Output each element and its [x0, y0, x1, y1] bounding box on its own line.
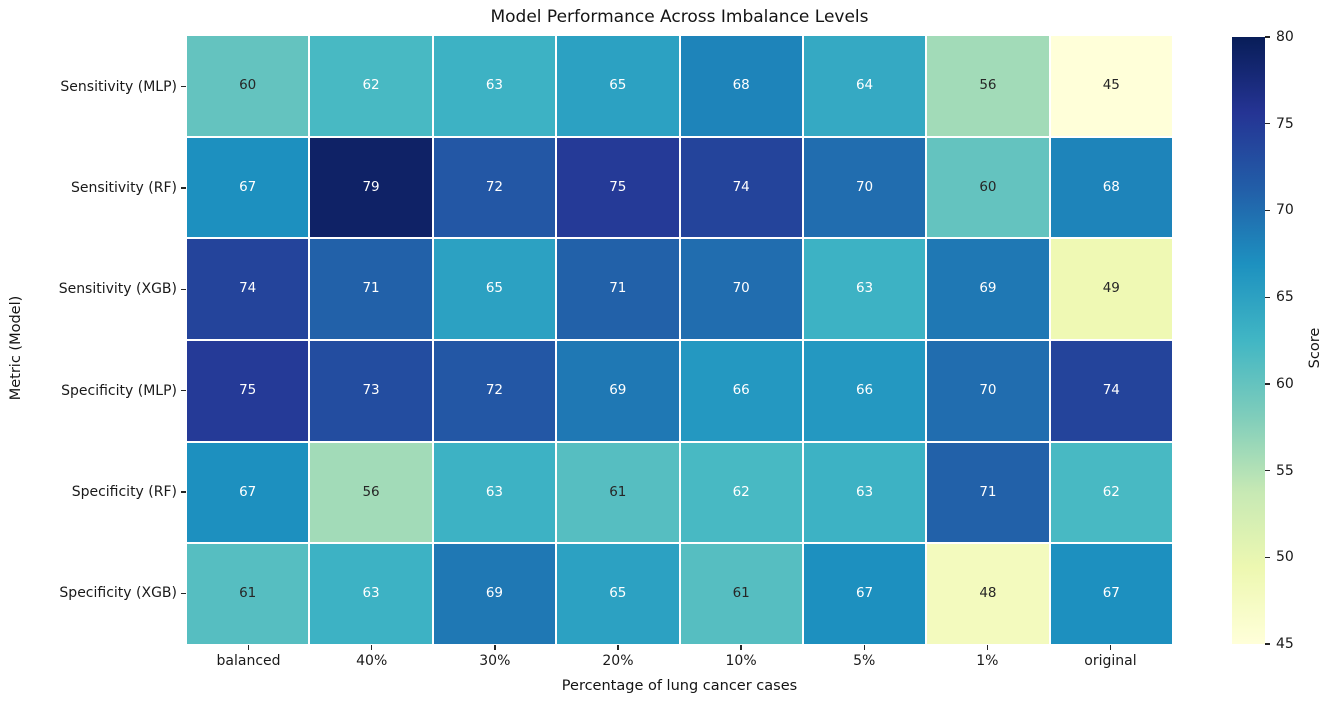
heatmap-cell: 72 [433, 340, 556, 441]
heatmap-cell: 49 [1050, 239, 1172, 339]
colorbar-tick-mark [1265, 643, 1270, 645]
heatmap-cell: 60 [187, 36, 309, 136]
colorbar-tick-mark [1265, 36, 1270, 38]
y-tick-mark [181, 187, 186, 189]
colorbar-tick-mark [1265, 556, 1270, 558]
colorbar-tick-label: 55 [1276, 462, 1294, 479]
heatmap-cell: 56 [310, 442, 432, 543]
heatmap-cell: 63 [803, 442, 926, 543]
heatmap-cell: 67 [187, 442, 309, 543]
y-tick-mark [181, 390, 186, 392]
heatmap-cell: 63 [433, 442, 556, 543]
col-label: 5% [853, 653, 876, 669]
heatmap-cell: 71 [310, 239, 432, 339]
heatmap-cell: 62 [310, 36, 432, 136]
y-tick-mark [181, 491, 186, 493]
x-tick-mark [863, 645, 865, 650]
col-label: 40% [356, 653, 388, 669]
heatmap-cell: 74 [680, 137, 802, 238]
heatmap-cell: 71 [557, 239, 679, 339]
heatmap-cell: 67 [803, 544, 926, 644]
heatmap-cell: 63 [803, 239, 926, 339]
heatmap-cell: 65 [433, 239, 556, 339]
colorbar-tick-label: 70 [1276, 202, 1294, 219]
x-axis-label: Percentage of lung cancer cases [561, 678, 798, 694]
heatmap-cell: 74 [187, 239, 309, 339]
heatmap-cell: 65 [557, 544, 679, 644]
colorbar-tick-mark [1265, 469, 1270, 472]
heatmap-cell: 63 [433, 36, 556, 136]
col-label: 10% [725, 653, 757, 669]
x-tick-mark [247, 645, 250, 650]
x-tick-mark [617, 645, 619, 650]
row-label: Specificity (MLP) [61, 382, 177, 399]
heatmap-cell: 62 [680, 442, 802, 543]
heatmap-cell: 75 [187, 340, 309, 441]
heatmap-cell: 67 [187, 137, 309, 238]
col-label: 1% [976, 653, 999, 669]
x-tick-mark [740, 645, 742, 650]
row-label: Sensitivity (XGB) [58, 281, 177, 298]
row-label: Specificity (RF) [71, 484, 177, 500]
heatmap-cell: 68 [1050, 137, 1172, 238]
y-tick-mark [181, 86, 186, 88]
row-label: Sensitivity (RF) [70, 180, 177, 196]
chart-title: Model Performance Across Imbalance Level… [490, 7, 869, 27]
colorbar-tick-mark [1265, 383, 1270, 385]
heatmap-cell: 66 [680, 340, 802, 441]
col-label: original [1084, 653, 1137, 669]
x-tick-mark [986, 645, 988, 650]
colorbar-tick-label: 50 [1276, 549, 1294, 566]
heatmap-cell: 69 [927, 239, 1049, 339]
y-tick-mark [181, 288, 186, 291]
heatmap-cell: 74 [1050, 340, 1172, 441]
col-label: 30% [479, 653, 511, 669]
heatmap-cell: 64 [803, 36, 926, 136]
heatmap-cell: 72 [433, 137, 556, 238]
colorbar-tick-label: 45 [1276, 636, 1294, 652]
y-tick-mark [181, 592, 186, 595]
heatmap-cell: 70 [927, 340, 1049, 441]
colorbar-gradient [1232, 37, 1265, 644]
col-label: 20% [602, 653, 634, 669]
colorbar-tick-mark [1265, 209, 1270, 212]
heatmap-cell: 69 [557, 340, 679, 441]
heatmap-cell: 75 [557, 137, 679, 238]
colorbar-tick-mark [1265, 123, 1270, 125]
heatmap-cell: 73 [310, 340, 432, 441]
row-label: Specificity (XGB) [59, 585, 177, 602]
heatmap-cell: 60 [927, 137, 1049, 238]
heatmap-cell: 68 [680, 36, 802, 136]
colorbar-tick-mark [1265, 296, 1270, 298]
heatmap-cell: 66 [803, 340, 926, 441]
heatmap-cell: 61 [557, 442, 679, 543]
heatmap-cell: 45 [1050, 36, 1172, 136]
x-tick-mark [494, 645, 496, 650]
heatmap-cell: 69 [433, 544, 556, 644]
heatmap-cell: 56 [927, 36, 1049, 136]
heatmap-cell: 65 [557, 36, 679, 136]
heatmap-cell: 61 [680, 544, 802, 644]
colorbar-tick-label: 75 [1276, 115, 1294, 132]
colorbar-tick-label: 60 [1276, 375, 1294, 392]
colorbar-tick-label: 80 [1276, 29, 1294, 45]
heatmap-cell: 79 [310, 137, 432, 238]
heatmap-cell: 48 [927, 544, 1049, 644]
heatmap-cell: 61 [187, 544, 309, 644]
col-label: balanced [216, 653, 281, 669]
heatmap-cell: 70 [680, 239, 802, 339]
heatmap-cell: 70 [803, 137, 926, 238]
x-tick-mark [1109, 645, 1112, 650]
heatmap-grid: 60 62 63 65 68 64 56 45 67 79 72 75 74 70 60 68 74 71 65 71… [187, 36, 1172, 644]
heatmap-cell: 63 [310, 544, 432, 644]
row-label: Sensitivity (MLP) [60, 78, 177, 95]
colorbar-label: Score [1307, 327, 1323, 369]
colorbar-tick-label: 65 [1276, 289, 1294, 306]
x-tick-mark [371, 645, 373, 650]
heatmap-cell: 71 [927, 442, 1049, 543]
heatmap-cell: 67 [1050, 544, 1172, 644]
heatmap-cell: 62 [1050, 442, 1172, 543]
